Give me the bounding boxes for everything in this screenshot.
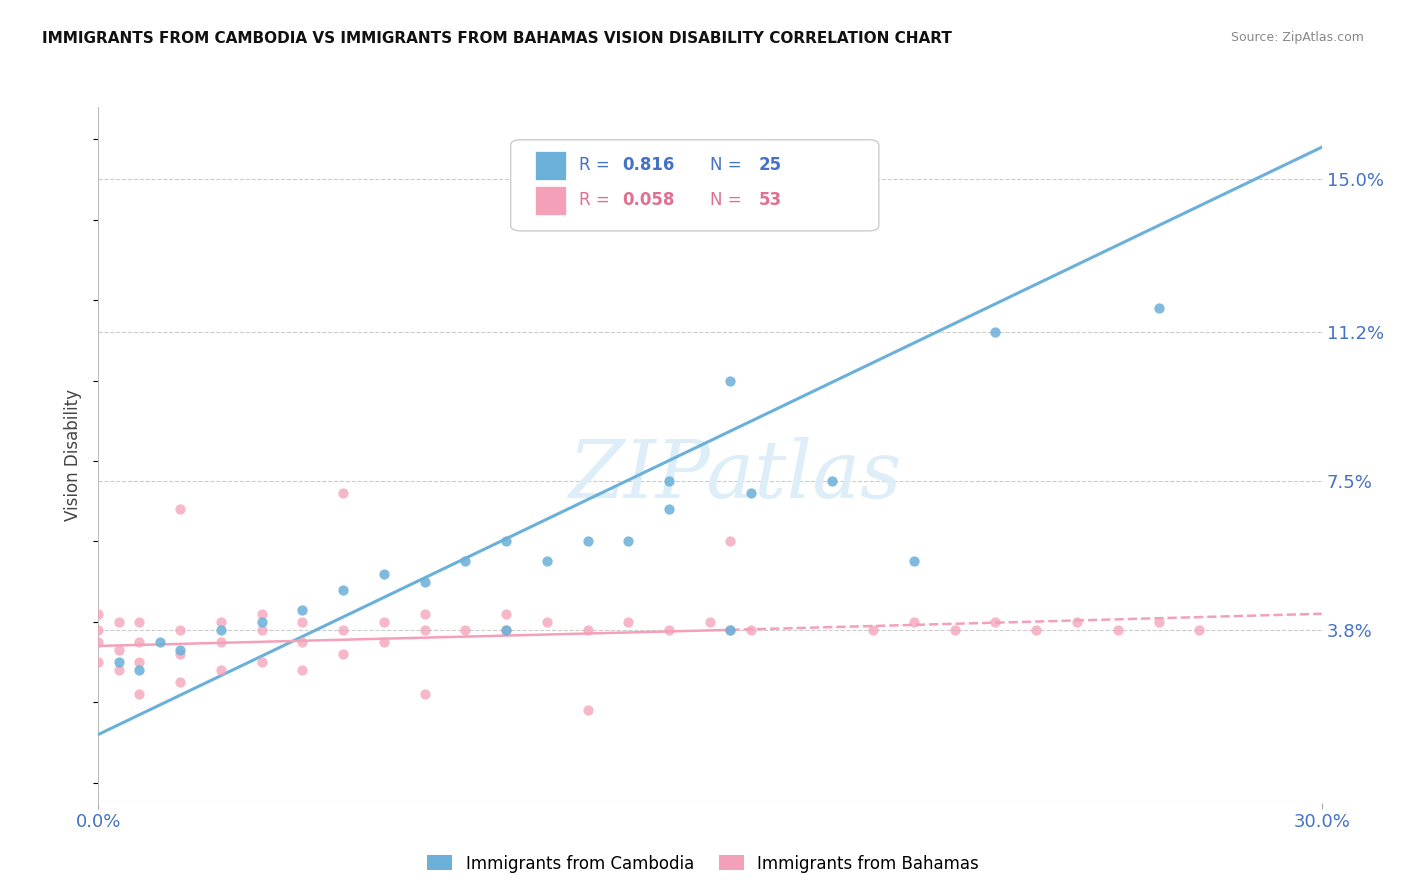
Point	[903, 615, 925, 629]
Point	[720, 623, 742, 637]
Point	[617, 615, 640, 629]
Point	[699, 615, 721, 629]
Point	[720, 374, 742, 388]
Point	[495, 623, 517, 637]
Text: ZIPatlas: ZIPatlas	[568, 437, 901, 515]
Point	[250, 615, 273, 629]
Point	[209, 615, 232, 629]
Text: 0.816: 0.816	[621, 156, 675, 175]
Point	[128, 615, 150, 629]
Point	[495, 623, 517, 637]
Text: R =: R =	[579, 156, 616, 175]
Point	[332, 647, 354, 661]
Point	[209, 635, 232, 649]
FancyBboxPatch shape	[536, 151, 565, 180]
Point	[862, 623, 884, 637]
Point	[87, 607, 110, 621]
Text: 0.058: 0.058	[621, 191, 675, 210]
Point	[821, 474, 844, 488]
Point	[169, 502, 191, 516]
Point	[87, 655, 110, 669]
Text: 53: 53	[759, 191, 782, 210]
Point	[128, 663, 150, 677]
Point	[536, 554, 558, 568]
Point	[454, 554, 477, 568]
Point	[984, 325, 1007, 339]
Point	[617, 534, 640, 549]
Point	[903, 554, 925, 568]
Point	[576, 534, 599, 549]
Point	[169, 675, 191, 690]
Point	[373, 635, 395, 649]
Point	[250, 623, 273, 637]
Point	[291, 635, 314, 649]
Point	[332, 486, 354, 500]
Point	[576, 703, 599, 717]
Point	[495, 607, 517, 621]
Point	[128, 635, 150, 649]
FancyBboxPatch shape	[536, 186, 565, 215]
Point	[658, 623, 681, 637]
Point	[169, 647, 191, 661]
Point	[373, 615, 395, 629]
Point	[250, 655, 273, 669]
Point	[413, 687, 436, 701]
Point	[1107, 623, 1129, 637]
Point	[87, 623, 110, 637]
Point	[87, 635, 110, 649]
Point	[108, 655, 131, 669]
Point	[128, 687, 150, 701]
Point	[108, 663, 131, 677]
Point	[332, 623, 354, 637]
Point	[1147, 301, 1170, 315]
Point	[984, 615, 1007, 629]
Point	[536, 615, 558, 629]
Point	[373, 566, 395, 581]
Point	[108, 643, 131, 657]
Point	[1066, 615, 1088, 629]
Point	[576, 623, 599, 637]
Point	[454, 623, 477, 637]
Text: R =: R =	[579, 191, 616, 210]
FancyBboxPatch shape	[510, 140, 879, 231]
Point	[720, 534, 742, 549]
Point	[413, 623, 436, 637]
Point	[413, 607, 436, 621]
Point	[332, 582, 354, 597]
Point	[250, 607, 273, 621]
Point	[169, 623, 191, 637]
Point	[740, 623, 762, 637]
Point	[1147, 615, 1170, 629]
Point	[658, 474, 681, 488]
Point	[495, 534, 517, 549]
Point	[108, 615, 131, 629]
Text: Source: ZipAtlas.com: Source: ZipAtlas.com	[1230, 31, 1364, 45]
Point	[291, 603, 314, 617]
Text: IMMIGRANTS FROM CAMBODIA VS IMMIGRANTS FROM BAHAMAS VISION DISABILITY CORRELATIO: IMMIGRANTS FROM CAMBODIA VS IMMIGRANTS F…	[42, 31, 952, 46]
Point	[169, 643, 191, 657]
Point	[720, 623, 742, 637]
Point	[209, 663, 232, 677]
Point	[740, 486, 762, 500]
Point	[291, 615, 314, 629]
Y-axis label: Vision Disability: Vision Disability	[65, 389, 83, 521]
Point	[658, 502, 681, 516]
Text: N =: N =	[710, 156, 747, 175]
Point	[413, 574, 436, 589]
Point	[149, 635, 172, 649]
Point	[291, 663, 314, 677]
Legend: Immigrants from Cambodia, Immigrants from Bahamas: Immigrants from Cambodia, Immigrants fro…	[420, 848, 986, 880]
Point	[1025, 623, 1047, 637]
Text: N =: N =	[710, 191, 747, 210]
Text: 25: 25	[759, 156, 782, 175]
Point	[209, 623, 232, 637]
Point	[128, 655, 150, 669]
Point	[943, 623, 966, 637]
Point	[1188, 623, 1211, 637]
